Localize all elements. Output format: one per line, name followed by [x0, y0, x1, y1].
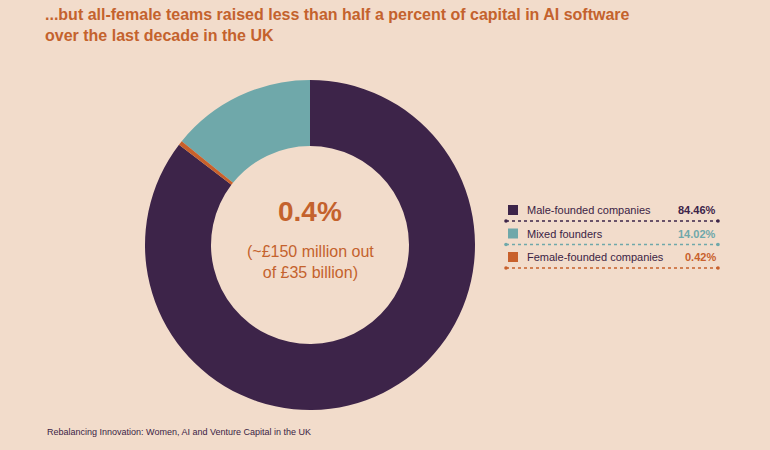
svg-text:Female-founded companies: Female-founded companies [527, 251, 664, 263]
svg-text:(~£150 million outof £35 billi: (~£150 million outof £35 billion) [247, 243, 374, 281]
svg-text:0.4%: 0.4% [278, 196, 342, 227]
svg-text:Male-founded companies: Male-founded companies [527, 204, 651, 216]
svg-text:...but all-female teams raised: ...but all-female teams raised less than… [45, 6, 630, 44]
svg-text:Rebalancing Innovation: Women,: Rebalancing Innovation: Women, AI and Ve… [47, 427, 311, 437]
svg-text:14.02%: 14.02% [678, 228, 716, 240]
svg-text:0.42%: 0.42% [685, 251, 716, 263]
svg-text:Mixed founders: Mixed founders [527, 228, 603, 240]
svg-text:84.46%: 84.46% [678, 204, 716, 216]
